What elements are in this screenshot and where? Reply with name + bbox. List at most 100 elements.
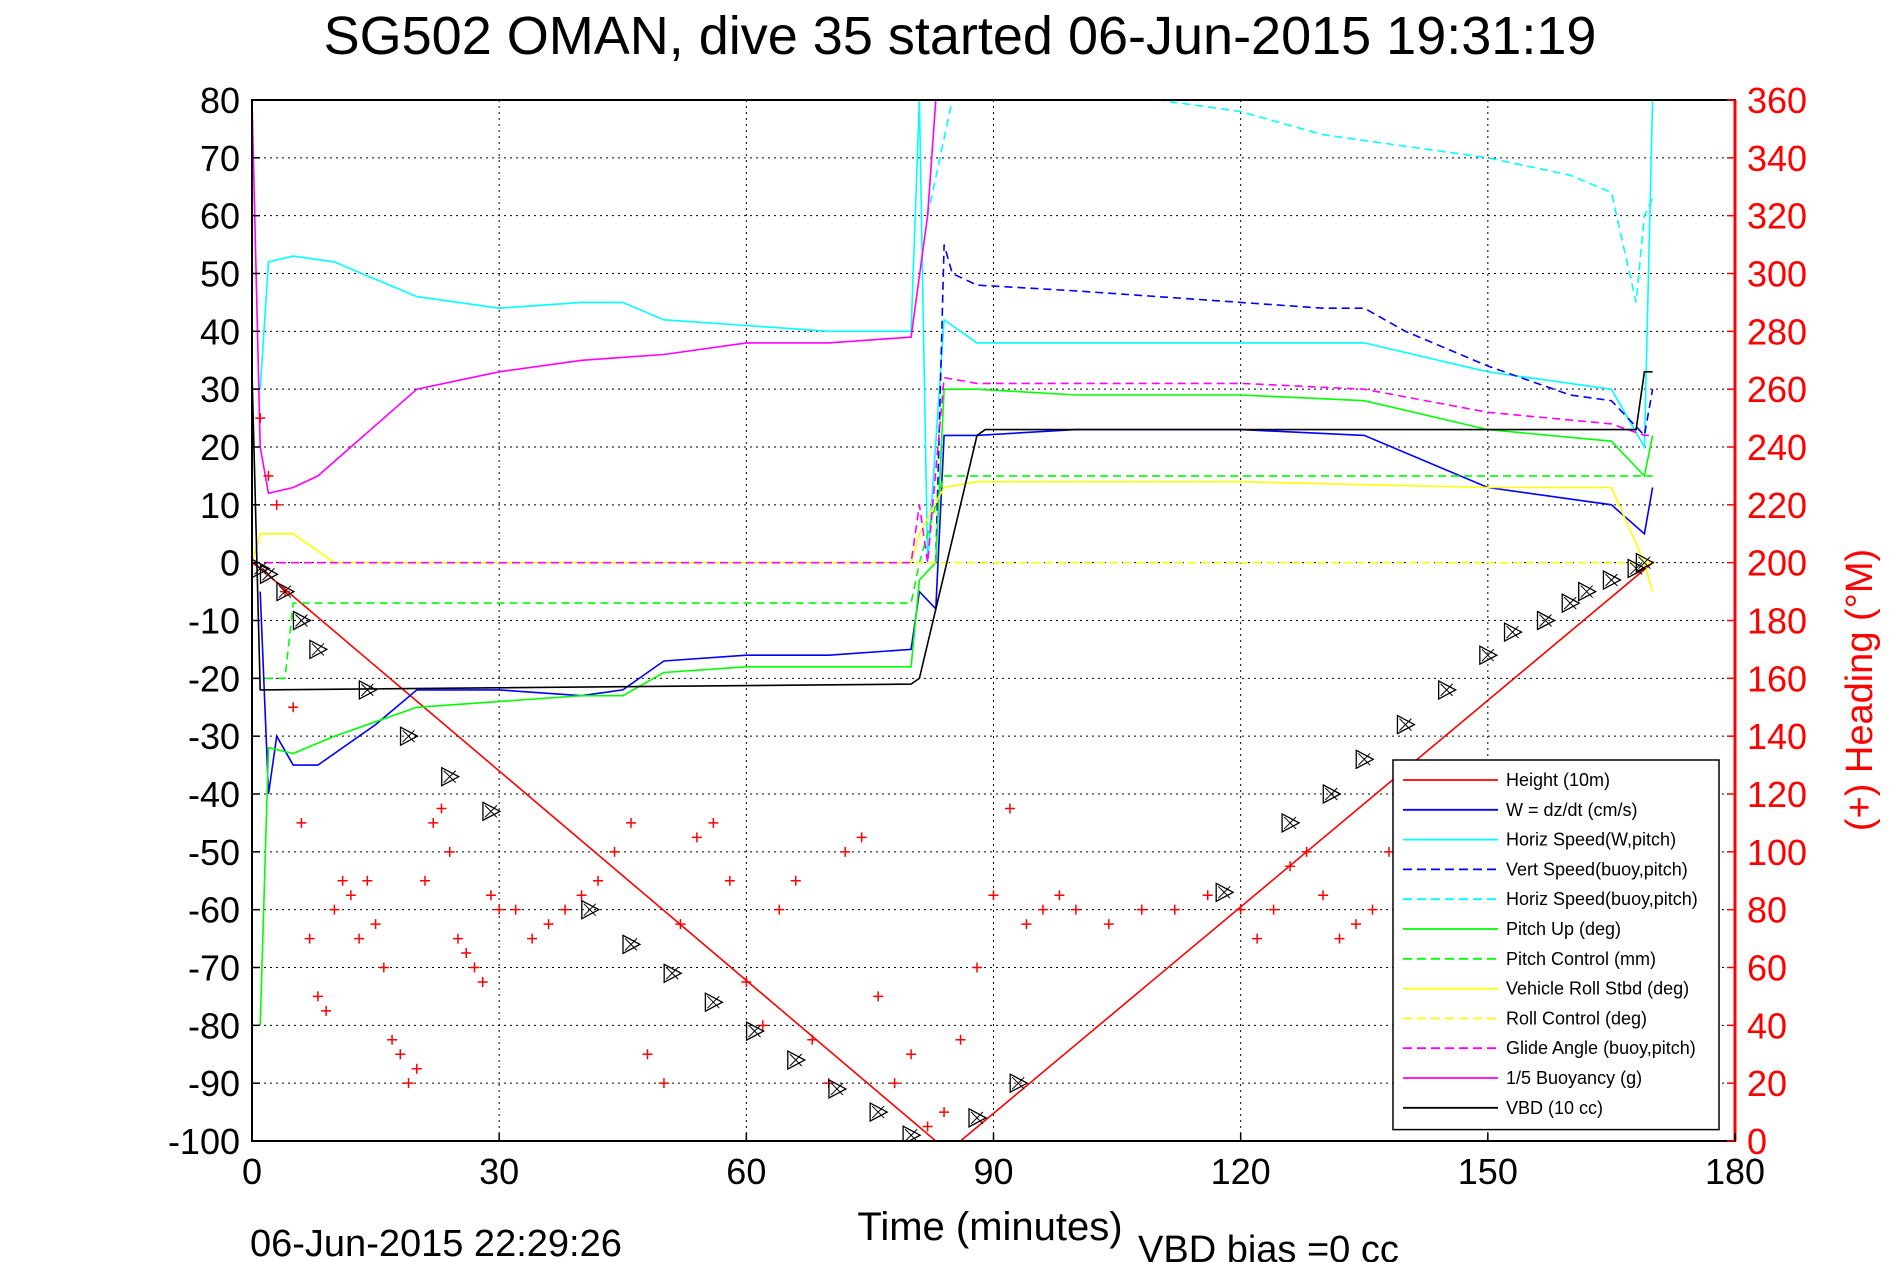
series-line-4 [935,244,1654,563]
depth-marker-cross [1605,573,1618,587]
depth-marker-triangle [1322,783,1342,805]
heading-point [370,919,381,930]
right-tick-label: 340 [1747,138,1807,179]
heading-point [675,919,686,930]
x-axis-label: Time (minutes) [857,1205,1122,1249]
depth-marker-cross [1539,614,1552,627]
heading-point [469,962,480,973]
depth-marker-cross [624,938,638,951]
heading-point [1202,890,1213,901]
y-tick-label: -80 [188,1005,240,1046]
depth-marker [968,1107,988,1128]
y-tick-label: -70 [188,948,240,989]
depth-marker-triangle [1536,610,1556,631]
heading-point [403,1078,414,1089]
series-layer [252,100,1654,1141]
right-axis-ticks: 3603403203002802602402202001801601401201… [1727,80,1807,1162]
y-tick-label: -50 [188,832,240,873]
heading-point [1235,904,1246,915]
depth-marker-triangle [869,1102,889,1123]
depth-marker-triangle [1561,593,1581,614]
depth-marker [663,963,683,984]
depth-marker [828,1078,848,1100]
heading-point [477,976,488,987]
right-tick-label: 260 [1747,369,1807,410]
right-tick-label: 0 [1747,1121,1767,1162]
heading-point [312,991,323,1002]
depth-marker [1355,749,1375,770]
heading-point [1054,890,1065,901]
right-tick-label: 20 [1747,1063,1787,1104]
y-tick-label: 10 [200,485,240,526]
depth-marker [1322,783,1342,805]
series-line-5 [926,100,1654,303]
depth-marker-triangle [276,581,296,602]
heading-point [411,1063,422,1074]
heading-point [922,1121,933,1132]
y-axis-ticks: 80 70 60 50 40 30 20 10 0 -10 -20 -30 -40 -50 -60 -70 -8… [168,80,260,1162]
heading-point [1285,861,1296,872]
series-line-11 [252,100,937,495]
depth-marker [399,726,419,747]
depth-marker [1479,645,1499,666]
depth-marker-cross [484,804,498,818]
footer-vbd-bias: VBD bias =0 cc [1138,1229,1399,1262]
depth-marker [1009,1073,1029,1094]
depth-marker-cross [1357,752,1371,766]
right-tick-label: 220 [1747,485,1807,526]
heading-point [362,875,373,886]
legend-label: Vehicle Roll Stbd (deg) [1506,979,1689,999]
depth-marker [1602,569,1622,591]
legend-label: Roll Control (deg) [1506,1008,1647,1028]
depth-marker [441,766,461,787]
depth-marker [1215,882,1235,903]
depth-marker-triangle [482,801,502,822]
depth-marker [1437,679,1458,700]
right-tick-label: 320 [1747,196,1807,237]
right-tick-label: 120 [1747,774,1807,815]
depth-marker-triangle [1635,552,1655,573]
depth-marker-cross [1324,787,1338,801]
depth-marker-cross [1399,718,1412,731]
legend: Height (10m) W = dz/dt (cm/s) Horiz Speed(… [1392,759,1720,1131]
x-tick-label: 180 [1705,1151,1765,1192]
heading-point [708,817,719,828]
heading-point [576,890,587,901]
heading-point [1301,846,1312,857]
series-line-8 [252,480,1654,592]
heading-point [420,875,431,886]
depth-marker [1561,593,1581,614]
heading-point [774,904,785,915]
heading-point [485,890,496,901]
right-tick-label: 40 [1747,1005,1787,1046]
chart-title: SG502 OMAN, dive 35 started 06-Jun-2015 … [324,6,1597,66]
series-line-10 [252,376,1653,564]
depth-marker-cross [1580,585,1594,598]
y-tick-label: 80 [200,80,240,121]
heading-point [1318,890,1329,901]
heading-point [1103,919,1114,930]
y-tick-label: 0 [220,543,240,584]
depth-marker-cross [583,903,597,917]
depth-marker-triangle [399,726,419,747]
heading-point [461,948,472,959]
heading-point [436,803,447,814]
right-tick-label: 200 [1747,543,1807,584]
depth-marker-triangle [828,1078,848,1100]
heading-point [345,890,356,901]
series-line-7 [252,475,1653,680]
y-tick-label: 30 [200,369,240,410]
heading-point [321,1005,332,1016]
depth-marker-cross [360,683,374,697]
heading-point [988,890,999,901]
heading-point [790,875,801,886]
heading-point [724,875,735,886]
depth-marker-cross [1440,683,1453,697]
heading-point [1004,803,1015,814]
depth-marker-cross [278,585,292,598]
depth-marker-triangle [581,899,601,920]
heading-point [543,919,554,930]
heading-point [741,976,752,987]
depth-marker-cross [1638,556,1651,570]
